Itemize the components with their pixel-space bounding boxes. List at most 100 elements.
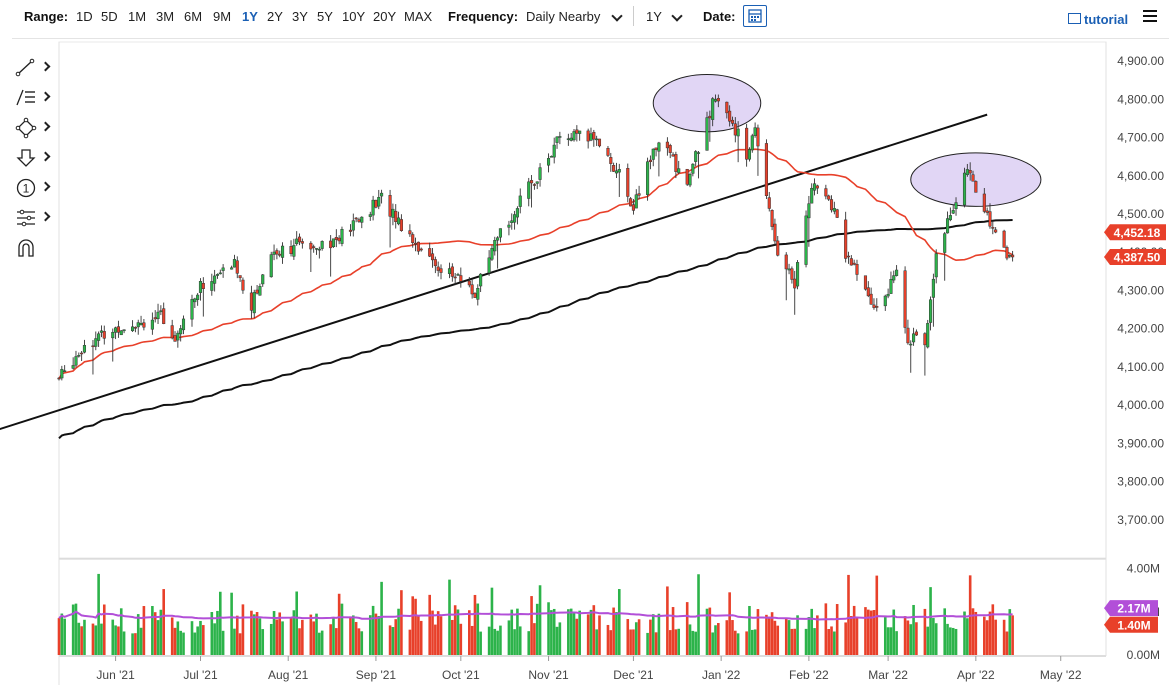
line-tool-button[interactable]: [14, 56, 54, 80]
range-3m[interactable]: 3M: [156, 9, 175, 24]
volume-bar: [417, 615, 420, 655]
volume-bar: [235, 615, 239, 655]
volume-bar: [538, 585, 542, 655]
toolbar-separator: [12, 38, 1169, 39]
volume-tick-label: 0.00M: [1127, 648, 1160, 662]
range-5y[interactable]: 5Y: [317, 9, 333, 24]
price-tick-label: 3,900.00: [1117, 436, 1164, 450]
volume-bar: [479, 631, 482, 655]
candle-body: [546, 158, 551, 166]
candle-body: [909, 343, 913, 346]
volume-bar: [258, 618, 262, 655]
volume-bar: [595, 629, 598, 655]
volume-bar: [790, 628, 794, 655]
candle-body: [340, 229, 344, 244]
volume-bar: [550, 610, 553, 655]
volume-bar: [77, 622, 81, 655]
candle-body: [869, 293, 873, 305]
volume-bar: [377, 616, 381, 655]
volume-bar: [598, 615, 601, 655]
candle-body: [133, 327, 137, 329]
candle-body: [80, 352, 84, 355]
candle-body: [886, 293, 890, 297]
volume-bar: [750, 629, 754, 655]
volume-bar: [329, 624, 332, 655]
volume-bar: [847, 574, 850, 655]
candle-body: [796, 262, 800, 287]
range-1m[interactable]: 1M: [128, 9, 147, 24]
fib-tool-button[interactable]: [14, 86, 54, 110]
range-20y[interactable]: 20Y: [373, 9, 397, 24]
volume-bar: [335, 628, 338, 655]
candle-body: [295, 238, 299, 245]
volume-bar: [850, 616, 853, 655]
candle-body: [677, 168, 681, 173]
range-3y[interactable]: 3Y: [292, 9, 308, 24]
range-1d[interactable]: 1D: [76, 9, 93, 24]
hamburger-menu-icon[interactable]: [1143, 10, 1157, 22]
candle-body: [606, 147, 610, 156]
price-tick-label: 4,900.00: [1117, 54, 1164, 68]
volume-bar: [954, 628, 958, 655]
candle-body: [614, 170, 619, 174]
volume-bar: [810, 608, 814, 655]
shape-tool-button[interactable]: [14, 116, 54, 140]
volume-bar: [966, 618, 969, 655]
volume-bar: [615, 612, 618, 655]
candle-body: [156, 311, 160, 319]
candle-body: [439, 268, 443, 273]
frequency-select[interactable]: Daily Nearby: [526, 9, 601, 24]
volume-bar: [745, 631, 748, 655]
candle-body: [694, 151, 698, 162]
annotation-tool-button[interactable]: 1: [14, 176, 54, 200]
arrow-tool-button[interactable]: [14, 146, 54, 170]
candle-body: [479, 273, 483, 287]
candle-body: [235, 260, 239, 274]
volume-bar: [380, 581, 383, 655]
volume-bar: [572, 612, 576, 655]
candle-body: [846, 255, 851, 258]
volume-bar: [575, 618, 579, 655]
magnet-tool-button[interactable]: [14, 236, 54, 260]
candle-body: [170, 325, 174, 339]
volume-bar: [71, 604, 75, 655]
candle-body: [317, 248, 321, 251]
candle-body: [77, 355, 81, 357]
volume-bar: [210, 612, 214, 655]
volume-bar: [629, 629, 632, 655]
toolbar-divider: [633, 6, 634, 26]
range-10y[interactable]: 10Y: [342, 9, 366, 24]
range-1y[interactable]: 1Y: [242, 9, 258, 24]
candle-body: [292, 245, 296, 257]
range-2y[interactable]: 2Y: [267, 9, 283, 24]
candle-body: [241, 279, 245, 291]
price-tick-label: 4,300.00: [1117, 283, 1164, 297]
range-5d[interactable]: 5D: [101, 9, 118, 24]
shape-tool-icon: [15, 117, 37, 139]
candle-body: [473, 293, 477, 298]
volume-bar: [765, 614, 768, 655]
candle-body: [708, 115, 712, 119]
volume-bar: [892, 609, 896, 655]
range-max[interactable]: MAX: [404, 9, 433, 24]
volume-bar: [94, 625, 98, 655]
volume-bar: [507, 620, 511, 655]
settings-tool-button[interactable]: [14, 206, 54, 230]
price-tick-label: 4,000.00: [1117, 398, 1164, 412]
volume-bar: [527, 631, 531, 655]
candle-body: [629, 198, 633, 207]
x-tick-label: Apr '22: [957, 668, 995, 682]
period-select[interactable]: 1Y: [646, 9, 662, 24]
candle-body: [162, 308, 166, 324]
volume-bar: [666, 586, 669, 655]
range-6m[interactable]: 6M: [184, 9, 203, 24]
range-9m[interactable]: 9M: [213, 9, 232, 24]
volume-bar: [453, 605, 457, 655]
calendar-icon[interactable]: [743, 5, 767, 27]
volume-bar: [391, 626, 395, 655]
candle-body: [507, 224, 511, 228]
volume-bar: [320, 630, 324, 655]
volume-bar: [459, 623, 463, 655]
candle-body: [827, 195, 831, 200]
